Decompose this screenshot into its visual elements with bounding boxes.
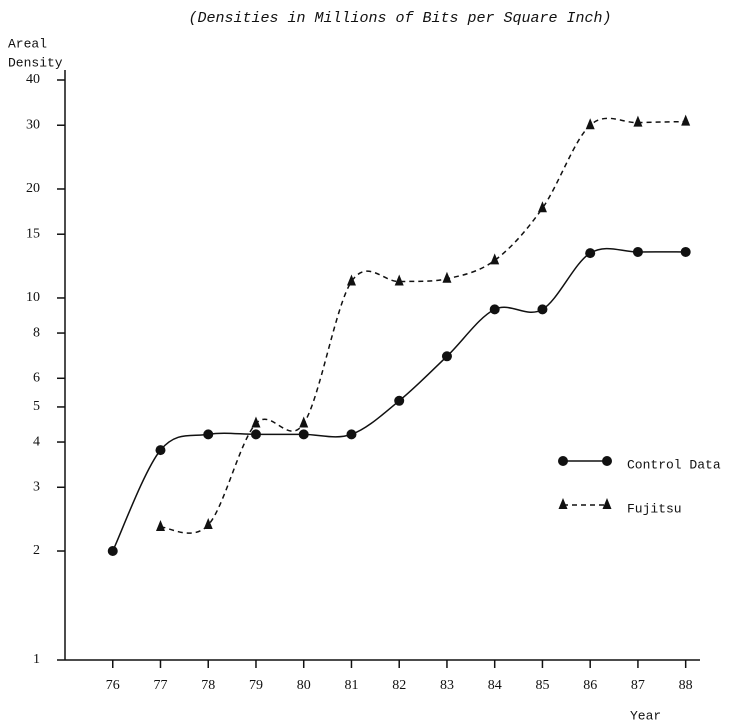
y-tick-label: 30: [26, 117, 40, 132]
y-axis-label: Areal: [8, 36, 47, 51]
x-tick-label: 81: [344, 678, 358, 693]
data-point: [250, 429, 261, 440]
legend-marker: [558, 498, 568, 509]
legend-label: Fujitsu: [627, 501, 682, 516]
series-line: [160, 117, 686, 534]
legend-marker: [602, 498, 612, 509]
y-tick-label: 8: [33, 325, 40, 340]
data-point: [442, 271, 452, 283]
data-point: [203, 429, 214, 440]
data-point: [394, 274, 404, 286]
y-tick-label: 1: [33, 652, 40, 667]
y-tick-label: 4: [33, 434, 40, 449]
data-point: [632, 246, 643, 257]
x-tick-label: 84: [488, 678, 502, 693]
legend-marker: [558, 456, 568, 466]
data-point: [537, 304, 548, 315]
data-point: [490, 253, 500, 265]
y-tick-label: 5: [33, 399, 40, 414]
x-tick-label: 80: [297, 678, 311, 693]
x-tick-label: 87: [631, 678, 645, 693]
data-point: [537, 201, 547, 213]
data-point: [633, 115, 643, 127]
data-point: [107, 546, 118, 557]
data-point: [681, 114, 691, 126]
x-tick-label: 85: [535, 678, 549, 693]
y-axis-label: Density: [8, 55, 63, 70]
data-point: [155, 520, 165, 532]
x-tick-label: 77: [153, 678, 167, 693]
x-tick-label: 82: [392, 678, 406, 693]
data-point: [346, 429, 357, 440]
data-point: [489, 304, 500, 315]
data-point: [585, 118, 595, 130]
y-tick-label: 40: [26, 72, 40, 87]
y-tick-label: 20: [26, 181, 40, 196]
x-axis-label: Year: [630, 708, 661, 723]
y-tick-label: 2: [33, 543, 40, 558]
x-tick-label: 79: [249, 678, 263, 693]
y-tick-label: 10: [26, 290, 40, 305]
data-point: [251, 416, 261, 428]
x-tick-label: 86: [583, 678, 597, 693]
y-tick-label: 6: [33, 371, 40, 386]
data-point: [441, 351, 452, 362]
data-point: [680, 246, 691, 257]
chart-title: (Densities in Millions of Bits per Squar…: [188, 10, 611, 27]
data-point: [346, 274, 356, 286]
data-point: [298, 429, 309, 440]
data-point: [203, 517, 213, 529]
data-point: [585, 248, 596, 259]
x-tick-label: 76: [106, 678, 120, 693]
data-point: [155, 445, 166, 456]
x-tick-label: 83: [440, 678, 454, 693]
data-point: [394, 395, 405, 406]
x-tick-label: 78: [201, 678, 215, 693]
legend-label: Control Data: [627, 457, 721, 472]
data-point: [299, 416, 309, 428]
legend-marker: [602, 456, 612, 466]
y-tick-label: 3: [33, 479, 40, 494]
y-tick-label: 15: [26, 226, 40, 241]
x-tick-label: 88: [679, 678, 693, 693]
